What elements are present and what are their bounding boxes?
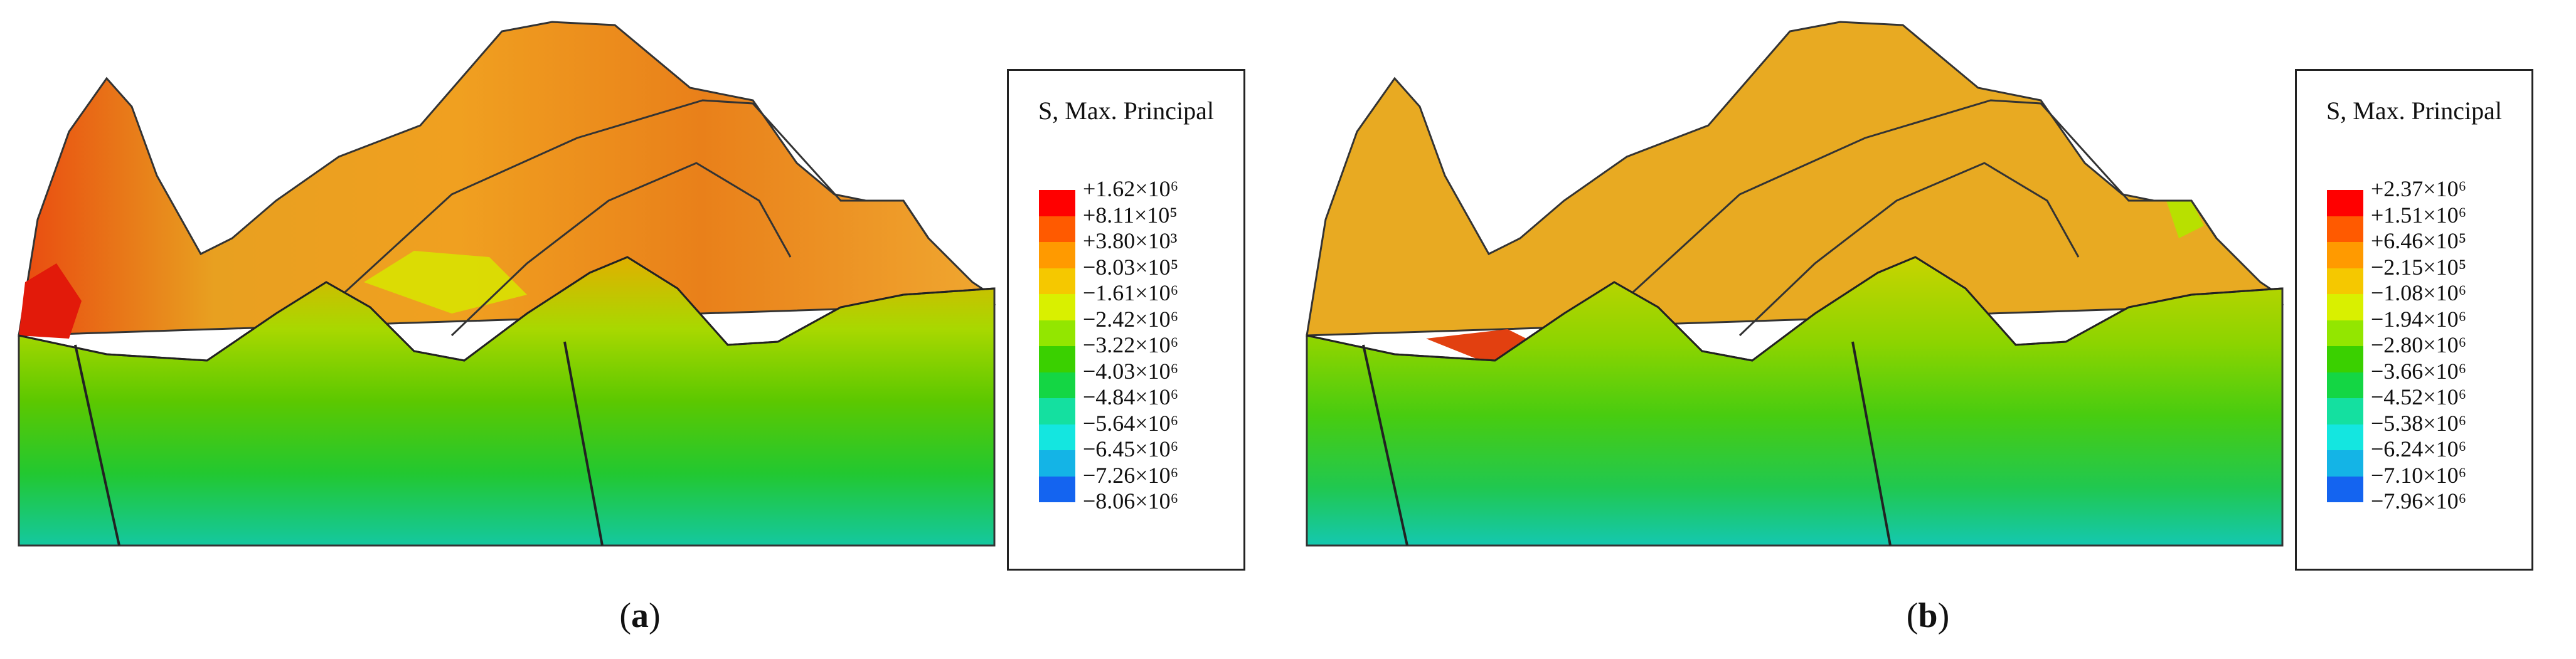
panel-a: S, Max. Principal +1.62×10⁶ +8.11×10⁵ +3… [18, 21, 1245, 636]
terrain-stress-plot-a [18, 21, 996, 547]
legend-swatch [2327, 372, 2363, 398]
legend-swatch [2327, 190, 2363, 216]
caption-close: ) [1937, 596, 1950, 635]
legend-colorbar [2327, 190, 2363, 502]
legend-swatch [2327, 424, 2363, 450]
legend-tick-label: +3.80×10³ [1083, 228, 1178, 253]
legend-tick-label: +6.46×10⁵ [2371, 228, 2467, 253]
legend-tick-label: −5.64×10⁶ [1083, 410, 1179, 436]
legend-tick-label: −7.26×10⁶ [1083, 462, 1179, 488]
caption-close: ) [649, 596, 661, 635]
ridge-line-a [338, 99, 930, 299]
surface-contour-a [18, 256, 995, 362]
legend-swatch [1039, 320, 1075, 346]
caption-open: ( [1906, 596, 1919, 635]
ridge-line-a2 [450, 162, 792, 337]
mountain-surface-b [1306, 21, 2284, 337]
ridge-line-b [1626, 99, 2218, 299]
legend-tick-label: −1.08×10⁶ [2371, 280, 2467, 305]
high-stress-zone-a [19, 263, 82, 339]
legend-tick-label: −4.84×10⁶ [1083, 384, 1179, 409]
caption-b: (b) [1865, 596, 1991, 636]
legend-title: S, Max. Principal [1038, 97, 1214, 125]
legend-tick-label: −2.15×10⁵ [2371, 254, 2467, 280]
legend-tick-label: −1.94×10⁶ [2371, 306, 2467, 332]
fault-line-b1 [1362, 344, 1408, 546]
legend-swatch [2327, 476, 2363, 502]
legend-swatch [2327, 346, 2363, 372]
legend-swatch [1039, 424, 1075, 450]
legend-tick-label: −6.45×10⁶ [1083, 436, 1179, 461]
legend-swatch [1039, 450, 1075, 477]
legend-swatch [1039, 476, 1075, 502]
legend-swatch [1039, 372, 1075, 398]
legend-swatch [2327, 216, 2363, 242]
panel-b: S, Max. Principal +2.37×10⁶ +1.51×10⁶ +6… [1288, 0, 2576, 659]
legend-tick-label: −2.42×10⁶ [1083, 306, 1179, 332]
legend-tick-label: −8.06×10⁶ [1083, 488, 1179, 514]
legend-tick-label: −8.03×10⁵ [1083, 254, 1179, 280]
legend-b: S, Max. Principal +2.37×10⁶ +1.51×10⁶ +6… [2295, 69, 2533, 571]
legend-colorbar [1039, 190, 1075, 502]
legend-tick-label: −4.03×10⁶ [1083, 358, 1179, 384]
legend-tick-label: +8.11×10⁵ [1083, 202, 1178, 228]
legend-tick-label: −7.96×10⁶ [2371, 488, 2467, 514]
caption-letter: b [1918, 596, 1938, 635]
low-stress-zone-a [364, 251, 527, 314]
legend-swatch [1039, 398, 1075, 424]
legend-tick-label: −2.80×10⁶ [2371, 332, 2467, 357]
legend-tick-label: −5.38×10⁶ [2371, 410, 2467, 436]
legend-swatch [2327, 268, 2363, 294]
legend-tick-label: −3.22×10⁶ [1083, 332, 1179, 357]
legend-swatch [2327, 398, 2363, 424]
legend-tick-label: −4.52×10⁶ [2371, 384, 2467, 409]
fault-line-a2 [563, 341, 604, 546]
legend-swatch [1039, 242, 1075, 268]
legend-tick-label: −7.10×10⁶ [2371, 462, 2467, 488]
legend-labels: +2.37×10⁶ +1.51×10⁶ +6.46×10⁵ −2.15×10⁵ … [2371, 176, 2466, 515]
terrain-stress-plot-b [1306, 21, 2284, 547]
legend-swatch [1039, 190, 1075, 216]
caption-a: (a) [577, 596, 703, 636]
legend-swatch [1039, 346, 1075, 372]
legend-swatch [2327, 320, 2363, 346]
legend-swatch [1039, 216, 1075, 242]
legend-tick-label: −3.66×10⁶ [2371, 358, 2467, 384]
legend-tick-label: +1.51×10⁶ [2371, 202, 2467, 228]
legend-swatch [2327, 450, 2363, 477]
legend-tick-label: +2.37×10⁶ [2371, 176, 2467, 201]
legend-tick-label: −1.61×10⁶ [1083, 280, 1179, 305]
legend-swatch [2327, 242, 2363, 268]
surface-contour-b [1306, 256, 2283, 362]
fault-line-b2 [1851, 341, 1892, 546]
legend-swatch [2327, 294, 2363, 320]
legend-swatch [1039, 268, 1075, 294]
low-stress-zone-b [2166, 201, 2204, 238]
legend-swatch [1039, 294, 1075, 320]
caption-letter: a [631, 596, 649, 635]
legend-tick-label: −6.24×10⁶ [2371, 436, 2467, 461]
fault-line-a1 [74, 344, 120, 546]
legend-labels: +1.62×10⁶ +8.11×10⁵ +3.80×10³ −8.03×10⁵ … [1083, 176, 1178, 515]
legend-a: S, Max. Principal +1.62×10⁶ +8.11×10⁵ +3… [1007, 69, 1245, 571]
legend-tick-label: +1.62×10⁶ [1083, 176, 1179, 201]
legend-title: S, Max. Principal [2326, 97, 2502, 125]
caption-open: ( [619, 596, 631, 635]
ridge-line-b2 [1738, 162, 2080, 337]
